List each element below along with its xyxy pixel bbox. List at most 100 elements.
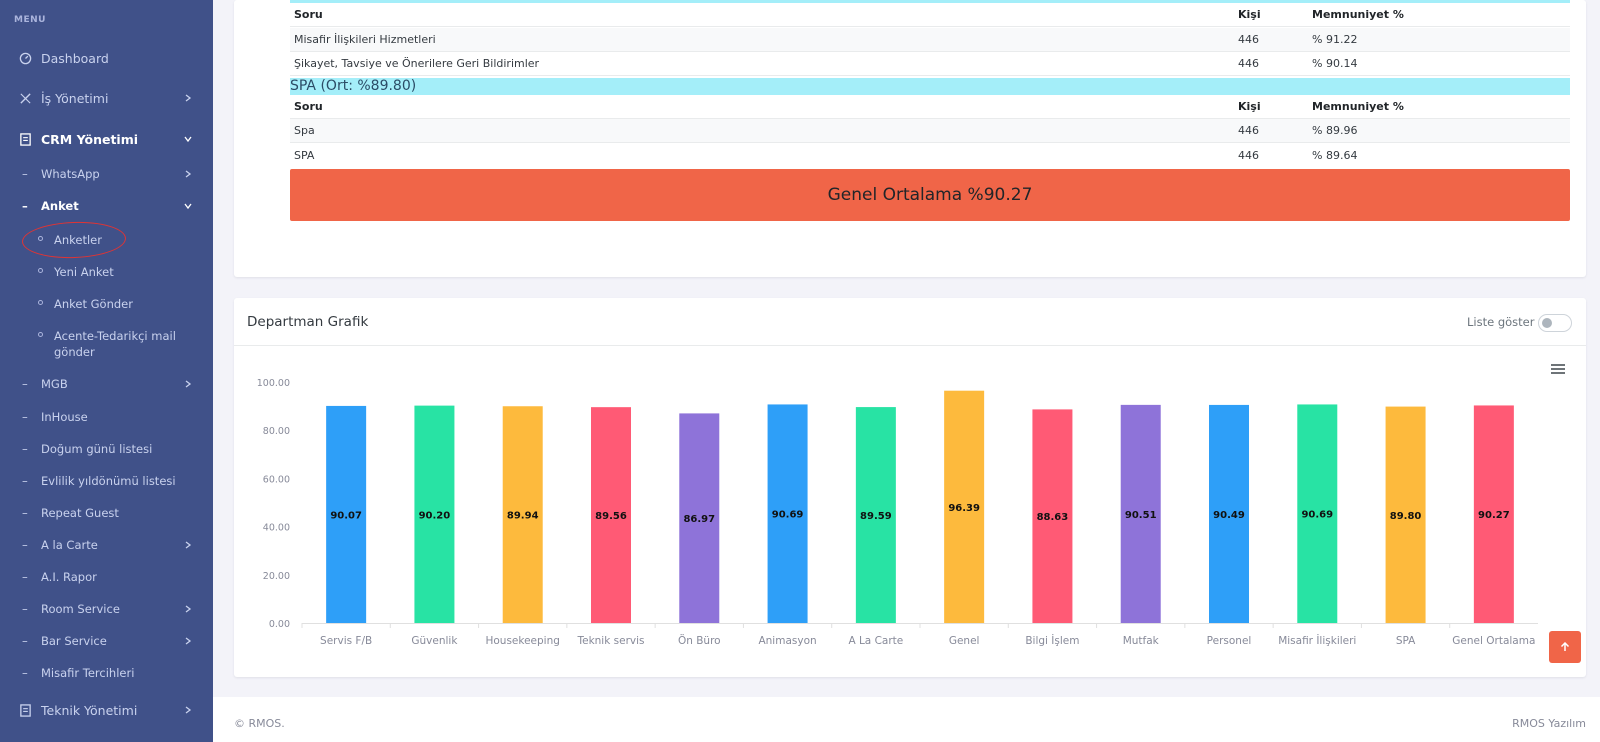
x-tick-label: Personel (1207, 635, 1252, 647)
bar[interactable] (591, 407, 631, 623)
sidebar-sub-anket-gonder[interactable]: Anket Gönder (0, 296, 213, 312)
footer-brand: RMOS Yazılım (1512, 717, 1586, 730)
sidebar-item-teknik-yonetimi[interactable]: Teknik Yönetimi (0, 702, 213, 718)
sidebar-sub-label: Repeat Guest (41, 506, 119, 520)
sidebar-sub-dogum-gunu[interactable]: – Doğum günü listesi (22, 442, 153, 456)
chevron-down-icon (183, 134, 193, 144)
dashboard-icon (18, 51, 32, 65)
sidebar-item-label: Dashboard (41, 50, 109, 66)
footer-copyright: © RMOS. (234, 717, 285, 730)
document-icon (18, 703, 32, 717)
sidebar-item-label: Teknik Yönetimi (41, 702, 138, 718)
bar-data-label: 89.94 (507, 511, 539, 522)
bullet-icon (38, 236, 43, 241)
sidebar: MENU Dashboard İş Yönetimi CRM Yönetimi … (0, 0, 213, 742)
column-header-memnuniyet: Memnuniyet % (1312, 8, 1404, 21)
sidebar-sub-misafir-tercihleri[interactable]: – Misafir Tercihleri (22, 666, 135, 680)
sidebar-sub-anket[interactable]: – Anket (0, 199, 213, 215)
sidebar-sub-anketler[interactable]: Anketler (0, 232, 213, 248)
table-row: Şikayet, Tavsiye ve Önerilere Geri Bildi… (290, 52, 1570, 76)
spa-section-title: SPA (Ort: %89.80) (290, 78, 1570, 95)
sidebar-sub-room-service[interactable]: – Room Service (0, 602, 213, 618)
arrow-up-icon (1560, 642, 1570, 651)
cell-memnuniyet: % 91.22 (1312, 33, 1358, 46)
x-tick-label: Servis F/B (320, 635, 372, 647)
bar-chart: 0.00 20.00 40.00 60.00 80.00 100.00 90.07 Servi… (257, 378, 1538, 647)
bar-data-label: 90.27 (1478, 510, 1510, 521)
column-header-kisi: Kişi (1238, 8, 1261, 21)
x-tick-label: A La Carte (848, 635, 903, 647)
survey-results-card: Soru Kişi Memnuniyet % Misafir İlişkiler… (234, 0, 1586, 277)
cell-memnuniyet: % 90.14 (1312, 57, 1358, 70)
scroll-to-top-button[interactable] (1549, 631, 1581, 663)
sidebar-item-label: İş Yönetimi (41, 90, 109, 106)
footer: © RMOS. RMOS Yazılım (213, 697, 1600, 742)
sidebar-sub-repeat-guest[interactable]: – Repeat Guest (22, 506, 119, 520)
y-tick-label: 40.00 (263, 523, 290, 534)
x-tick-label: Mutfak (1123, 635, 1160, 647)
bar[interactable] (855, 407, 896, 623)
sidebar-sub-label: Room Service (41, 602, 120, 616)
section-band (290, 0, 1570, 3)
y-tick-label: 80.00 (263, 426, 290, 437)
bar[interactable] (1032, 409, 1073, 623)
sidebar-sub-label: InHouse (41, 410, 88, 424)
sidebar-sub-a-la-carte[interactable]: – A la Carte (0, 538, 213, 554)
sidebar-sub-ai-rapor[interactable]: – A.I. Rapor (22, 570, 97, 584)
sidebar-sub-bar-service[interactable]: – Bar Service (0, 634, 213, 650)
menu-title: MENU (14, 15, 46, 25)
bar[interactable] (502, 406, 543, 623)
sidebar-sub-whatsapp[interactable]: – WhatsApp (0, 167, 213, 183)
bar[interactable] (944, 390, 985, 623)
x-tick-label: Misafir İlişkileri (1278, 634, 1356, 647)
x-tick-label: Genel (949, 635, 980, 647)
department-chart-card: Departman Grafik Liste göster 0.00 20.00 4… (234, 298, 1586, 677)
bullet-icon (38, 268, 43, 273)
cell-soru: SPA (294, 148, 315, 162)
sidebar-sub-label: A.I. Rapor (41, 570, 97, 584)
bar[interactable] (1385, 406, 1426, 623)
table-row: Misafir İlişkileri Hizmetleri 446 % 91.2… (290, 28, 1570, 52)
y-tick-label: 20.00 (263, 571, 290, 582)
sidebar-sub-inhouse[interactable]: – InHouse (22, 410, 88, 424)
sidebar-sub-evlilik[interactable]: – Evlilik yıldönümü listesi (22, 474, 176, 488)
sidebar-sub-label: Misafir Tercihleri (41, 666, 135, 680)
sidebar-sub-acente-mail[interactable]: Acente-Tedarikçi mail gönder (0, 328, 213, 360)
bullet-icon (38, 332, 43, 337)
x-tick-label: Housekeeping (485, 635, 559, 647)
sidebar-item-dashboard[interactable]: Dashboard (0, 50, 213, 66)
cell-soru: Misafir İlişkileri Hizmetleri (294, 33, 436, 46)
sidebar-item-is-yonetimi[interactable]: İş Yönetimi (0, 90, 213, 106)
cell-kisi: 446 (1238, 148, 1259, 162)
chevron-right-icon (184, 634, 192, 648)
bar[interactable] (767, 404, 808, 623)
main-content: Soru Kişi Memnuniyet % Misafir İlişkiler… (213, 0, 1600, 742)
sidebar-sub-yeni-anket[interactable]: Yeni Anket (0, 264, 213, 280)
sidebar-sub-label: Acente-Tedarikçi mail gönder (54, 329, 176, 359)
sidebar-sub-label: Bar Service (41, 634, 107, 648)
chart-menu-icon[interactable] (1551, 364, 1565, 374)
sidebar-item-crm-yonetimi[interactable]: CRM Yönetimi (0, 131, 213, 147)
bar[interactable] (1297, 404, 1338, 623)
x-tick-label: SPA (1396, 635, 1416, 647)
x-tick-label: Bilgi İşlem (1025, 634, 1079, 647)
sidebar-sub-label: Evlilik yıldönümü listesi (41, 474, 176, 488)
bar[interactable] (679, 413, 720, 623)
bar[interactable] (1209, 404, 1249, 623)
bar[interactable] (1473, 405, 1514, 623)
chevron-right-icon (183, 705, 193, 715)
bar[interactable] (326, 405, 367, 623)
highlight-annotation (21, 220, 127, 260)
sidebar-sub-label: Anket (41, 199, 79, 213)
liste-goster-toggle[interactable] (1538, 314, 1572, 332)
sidebar-sub-mgb[interactable]: – MGB (0, 377, 213, 393)
sidebar-sub-label: Anketler (54, 233, 102, 247)
sidebar-sub-label: Yeni Anket (54, 265, 114, 279)
bar[interactable] (1120, 404, 1161, 623)
sidebar-sub-label: MGB (41, 377, 68, 391)
column-header-kisi: Kişi (1238, 100, 1261, 113)
chevron-right-icon (184, 602, 192, 616)
sidebar-item-label: CRM Yönetimi (41, 131, 139, 147)
sidebar-sub-label: A la Carte (41, 538, 98, 552)
bar[interactable] (414, 405, 455, 623)
